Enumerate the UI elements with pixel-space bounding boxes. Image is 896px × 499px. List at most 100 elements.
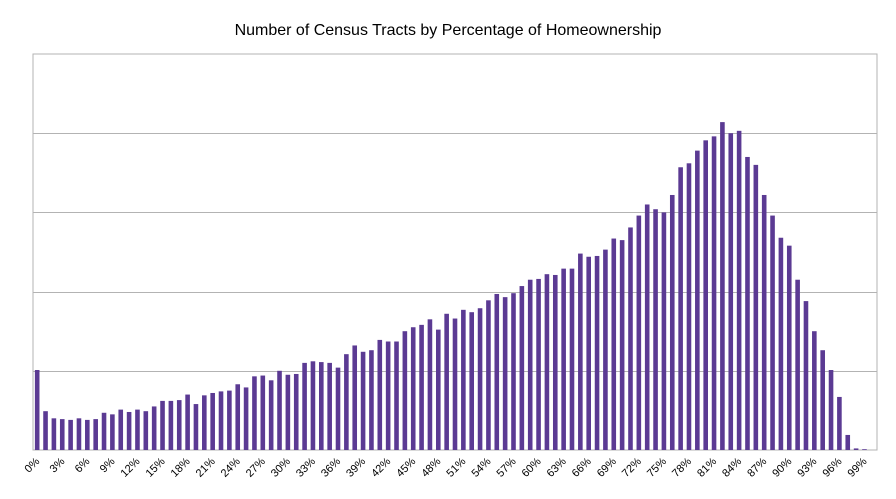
bar-98pct xyxy=(853,448,859,450)
bar-41pct xyxy=(377,339,383,450)
bar-81pct xyxy=(711,136,717,450)
bar-6pct xyxy=(85,419,90,450)
bar-43pct xyxy=(394,341,399,450)
bar-57pct xyxy=(511,293,516,450)
x-tick-label: 54% xyxy=(469,455,493,479)
bar-51pct xyxy=(461,309,466,450)
x-tick-label: 60% xyxy=(520,455,544,479)
x-tick-label: 39% xyxy=(344,455,368,479)
x-tick-label: 63% xyxy=(545,455,569,479)
bar-34pct xyxy=(319,362,324,450)
bar-33pct xyxy=(310,361,316,450)
bar-1pct xyxy=(43,411,48,450)
bar-32pct xyxy=(302,362,307,450)
bar-50pct xyxy=(452,318,458,450)
bar-62pct xyxy=(552,274,558,450)
bar-46pct xyxy=(419,324,424,450)
bar-7pct xyxy=(93,419,98,450)
bar-49pct xyxy=(444,313,449,450)
bar-9pct xyxy=(110,414,115,450)
bar-27pct xyxy=(260,375,266,450)
bar-94pct xyxy=(820,350,825,450)
bar-66pct xyxy=(586,256,591,450)
chart-title: Number of Census Tracts by Percentage of… xyxy=(235,22,662,39)
bar-83pct xyxy=(728,133,734,450)
bar-59pct xyxy=(527,279,533,450)
x-tick-label: 96% xyxy=(820,455,844,479)
bar-75pct xyxy=(661,212,667,450)
bar-80pct xyxy=(703,140,708,450)
bar-37pct xyxy=(344,354,349,450)
bar-70pct xyxy=(619,240,625,450)
bar-26pct xyxy=(252,376,257,450)
bar-44pct xyxy=(402,331,408,450)
bar-22pct xyxy=(218,391,224,450)
bar-29pct xyxy=(277,370,282,450)
bar-97pct xyxy=(845,434,851,450)
bar-47pct xyxy=(427,319,433,450)
bar-72pct xyxy=(636,215,642,450)
x-tick-label: 21% xyxy=(194,455,218,479)
bar-14pct xyxy=(151,406,157,450)
bar-series xyxy=(34,122,867,451)
bar-88pct xyxy=(770,215,775,450)
bar-93pct xyxy=(812,331,817,450)
bar-30pct xyxy=(285,374,291,450)
x-tick-label: 33% xyxy=(294,455,318,479)
x-tick-label: 9% xyxy=(98,455,118,475)
bar-96pct xyxy=(837,396,842,450)
bar-99pct xyxy=(862,449,867,450)
x-tick-label: 0% xyxy=(23,455,43,475)
bar-42pct xyxy=(385,341,391,450)
x-tick-label: 18% xyxy=(169,455,193,479)
bar-23pct xyxy=(227,390,232,450)
bar-24pct xyxy=(235,384,241,450)
bar-45pct xyxy=(410,327,416,450)
bar-64pct xyxy=(569,268,575,450)
bar-40pct xyxy=(369,350,374,450)
bar-68pct xyxy=(603,249,608,450)
bar-4pct xyxy=(68,419,73,450)
bar-65pct xyxy=(578,253,583,450)
bar-53pct xyxy=(477,308,483,450)
bar-60pct xyxy=(536,278,541,450)
bar-79pct xyxy=(695,150,700,450)
bar-74pct xyxy=(653,209,658,450)
bar-31pct xyxy=(293,373,299,450)
bar-56pct xyxy=(502,297,508,450)
bar-67pct xyxy=(594,255,600,450)
bar-35pct xyxy=(327,362,332,450)
bar-21pct xyxy=(210,392,215,450)
x-tick-label: 51% xyxy=(444,455,468,479)
bar-8pct xyxy=(101,412,107,450)
x-tick-label: 93% xyxy=(795,455,819,479)
x-tick-label: 87% xyxy=(745,455,769,479)
bar-78pct xyxy=(686,163,692,451)
bar-76pct xyxy=(669,194,675,450)
bar-91pct xyxy=(795,279,800,450)
bar-15pct xyxy=(160,400,165,450)
bar-95pct xyxy=(828,370,834,450)
bar-58pct xyxy=(519,286,525,450)
bar-52pct xyxy=(469,312,475,450)
bar-73pct xyxy=(644,204,650,450)
bar-12pct xyxy=(135,409,140,450)
bar-63pct xyxy=(561,268,566,450)
bar-0pct xyxy=(34,370,40,450)
bar-54pct xyxy=(486,300,491,450)
bar-86pct xyxy=(753,164,759,450)
bar-28pct xyxy=(268,380,274,450)
bar-84pct xyxy=(736,130,742,450)
bar-17pct xyxy=(176,400,182,450)
x-tick-label: 57% xyxy=(495,455,519,479)
bar-71pct xyxy=(628,227,633,450)
x-tick-label: 45% xyxy=(394,455,418,479)
x-axis-tick-labels: 0% 3% 6% 9% 12% 15% 18% 21% 24% 27% 30% 33% 36% 39% 42… xyxy=(23,455,870,479)
x-tick-label: 27% xyxy=(244,455,268,479)
x-tick-label: 69% xyxy=(595,455,619,479)
x-tick-label: 72% xyxy=(620,455,644,479)
bar-55pct xyxy=(494,293,500,450)
bar-19pct xyxy=(193,404,199,450)
x-tick-label: 66% xyxy=(570,455,594,479)
